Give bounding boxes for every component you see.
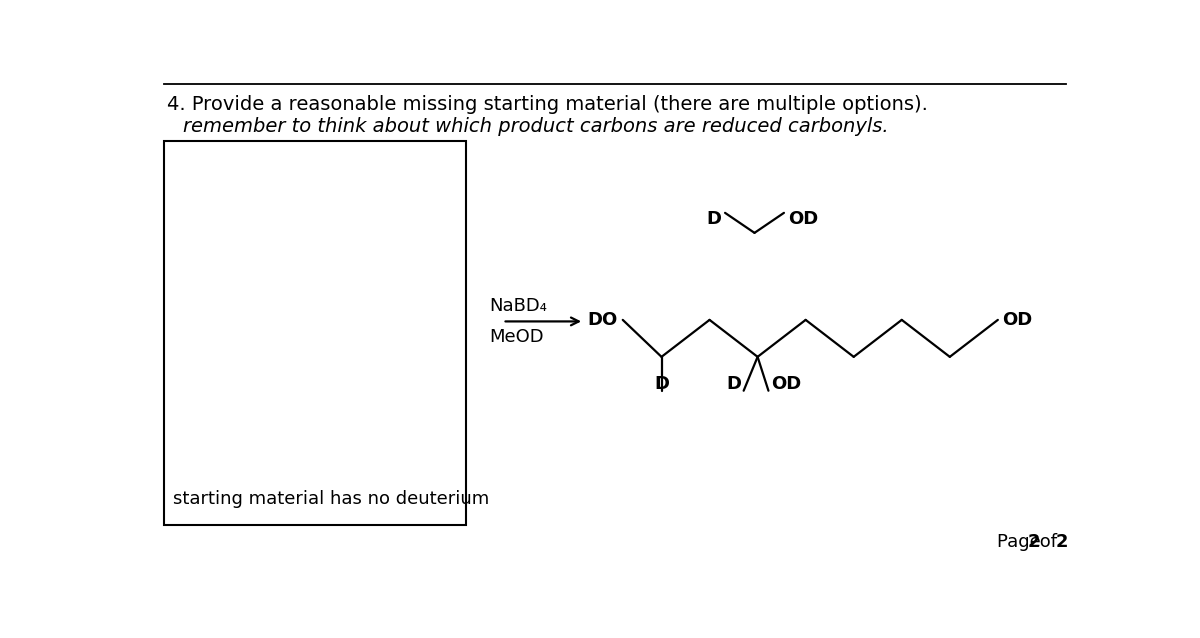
- Text: D: D: [726, 375, 742, 393]
- Text: 2: 2: [1055, 533, 1068, 551]
- Bar: [164, 141, 466, 524]
- Text: D: D: [654, 375, 670, 393]
- Text: starting material has no deuterium: starting material has no deuterium: [173, 490, 490, 508]
- Text: DO: DO: [588, 311, 618, 329]
- Text: 4. Provide a reasonable missing starting material (there are multiple options).: 4. Provide a reasonable missing starting…: [167, 95, 928, 114]
- Text: Page: Page: [997, 533, 1046, 551]
- Text: OD: OD: [1002, 311, 1033, 329]
- Text: OD: OD: [770, 375, 802, 393]
- Text: D: D: [706, 210, 721, 228]
- Text: NaBD₄: NaBD₄: [490, 297, 547, 315]
- Text: OD: OD: [788, 210, 818, 228]
- Text: remember to think about which product carbons are reduced carbonyls.: remember to think about which product ca…: [182, 117, 888, 136]
- Text: MeOD: MeOD: [490, 327, 544, 346]
- Text: 2: 2: [1028, 533, 1040, 551]
- Text: of: of: [1034, 533, 1063, 551]
